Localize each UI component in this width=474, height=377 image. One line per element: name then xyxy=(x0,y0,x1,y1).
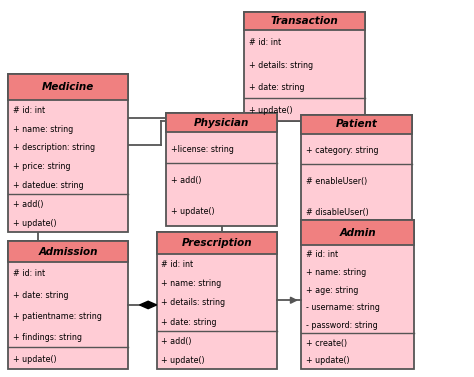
Text: Patient: Patient xyxy=(336,120,377,129)
Text: Admin: Admin xyxy=(339,228,376,238)
Bar xyxy=(8,241,128,262)
Text: + update(): + update() xyxy=(306,356,349,365)
Text: + update(): + update() xyxy=(171,207,214,216)
Text: + update(): + update() xyxy=(161,356,205,365)
Text: + price: string: + price: string xyxy=(12,162,70,171)
Text: + findings: string: + findings: string xyxy=(12,333,82,342)
Text: + date: string: + date: string xyxy=(249,83,304,92)
Bar xyxy=(166,113,277,226)
Bar xyxy=(166,113,277,132)
Text: + update(): + update() xyxy=(12,355,56,364)
Text: + add(): + add() xyxy=(171,176,201,185)
Text: + description: string: + description: string xyxy=(12,144,95,152)
Text: + patientname: string: + patientname: string xyxy=(12,312,101,321)
Text: + name: string: + name: string xyxy=(12,125,73,133)
Bar xyxy=(8,241,128,369)
Polygon shape xyxy=(140,301,156,309)
Text: + update(): + update() xyxy=(249,106,292,115)
Text: + create(): + create() xyxy=(306,339,346,348)
Text: + details: string: + details: string xyxy=(161,299,226,308)
Bar xyxy=(156,232,277,254)
Text: + details: string: + details: string xyxy=(249,61,313,70)
Bar xyxy=(301,115,412,133)
Text: Prescription: Prescription xyxy=(182,238,252,248)
Text: - username: string: - username: string xyxy=(306,303,379,312)
Text: # id: int: # id: int xyxy=(306,250,337,259)
Text: Transaction: Transaction xyxy=(271,16,338,26)
Text: + datedue: string: + datedue: string xyxy=(12,181,83,190)
Text: Admission: Admission xyxy=(38,247,98,257)
Bar xyxy=(301,221,414,369)
Text: + update(): + update() xyxy=(12,219,56,228)
Text: # id: int: # id: int xyxy=(249,38,281,47)
Text: Physician: Physician xyxy=(194,118,249,128)
Bar xyxy=(301,221,414,245)
Text: + category: string: + category: string xyxy=(306,146,378,155)
Text: Medicine: Medicine xyxy=(42,82,94,92)
Text: # id: int: # id: int xyxy=(161,260,193,269)
Text: + name: string: + name: string xyxy=(161,279,222,288)
Text: +license: string: +license: string xyxy=(171,145,234,154)
Bar xyxy=(244,12,365,30)
Bar xyxy=(156,232,277,369)
Text: + date: string: + date: string xyxy=(12,291,68,300)
Bar xyxy=(8,74,128,232)
Text: # disableUser(): # disableUser() xyxy=(306,208,368,217)
Text: - password: string: - password: string xyxy=(306,321,377,330)
Text: + age: string: + age: string xyxy=(306,285,358,294)
Text: + date: string: + date: string xyxy=(161,317,217,326)
Text: # enableUser(): # enableUser() xyxy=(306,177,367,186)
Text: # id: int: # id: int xyxy=(12,106,45,115)
Bar xyxy=(244,12,365,121)
Bar xyxy=(301,115,412,226)
Text: # id: int: # id: int xyxy=(12,270,45,278)
Bar xyxy=(8,74,128,100)
Text: + add(): + add() xyxy=(161,337,192,346)
Text: + add(): + add() xyxy=(12,200,43,209)
Text: + name: string: + name: string xyxy=(306,268,366,277)
